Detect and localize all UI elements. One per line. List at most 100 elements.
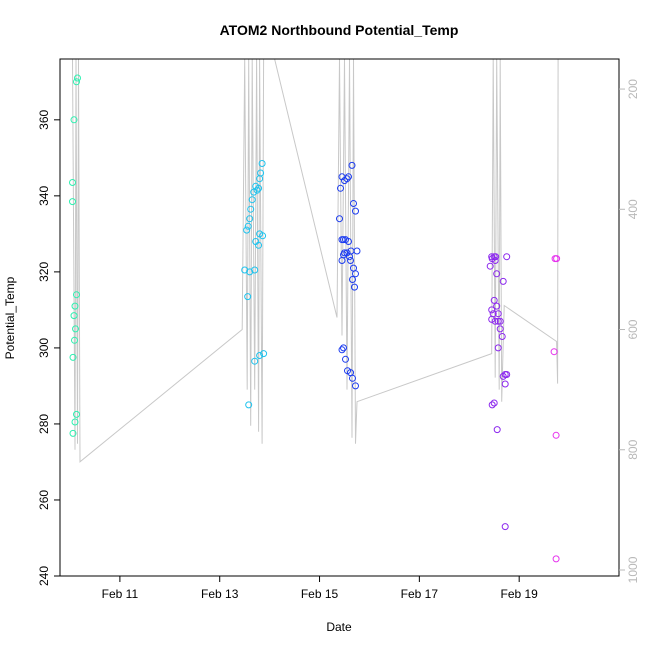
data-point (340, 344, 347, 352)
data-point (69, 179, 76, 186)
data-point (490, 296, 498, 304)
data-point (255, 184, 263, 192)
data-point (348, 161, 356, 169)
data-point (503, 371, 511, 378)
pressure-trace-line (72, 59, 559, 463)
data-point (243, 226, 251, 234)
data-point (349, 276, 356, 283)
y-tick-label: 280 (37, 414, 51, 434)
data-point (253, 186, 261, 194)
data-point (349, 374, 356, 382)
data-point (247, 205, 255, 213)
y-tick-label: 360 (37, 109, 51, 129)
data-point (73, 410, 80, 418)
data-point (550, 348, 558, 356)
right-axis-tick-label: 400 (626, 199, 640, 219)
data-point (338, 346, 346, 354)
right-axis-tick-label: 200 (626, 79, 640, 99)
pressure-trace-layer (72, 59, 559, 463)
x-tick-label: Feb 15 (301, 587, 339, 601)
chart-title: ATOM2 Northbound Potential_Temp (220, 22, 459, 38)
right-axis-tick-label: 800 (626, 439, 640, 459)
data-point (342, 355, 349, 363)
data-point (494, 317, 502, 325)
y-tick-label: 340 (37, 186, 51, 206)
data-point (248, 196, 256, 204)
data-point (337, 184, 344, 192)
data-point (258, 160, 266, 167)
x-tick-label: Feb 11 (102, 587, 139, 601)
x-axis-label: Date (326, 620, 352, 634)
data-point (552, 555, 560, 563)
data-point (491, 317, 499, 325)
data-point (352, 270, 359, 278)
data-point (256, 230, 264, 238)
data-point (69, 353, 77, 361)
data-point (72, 325, 79, 333)
data-point (71, 418, 79, 426)
right-axis-tick-label: 1000 (626, 556, 640, 583)
y-axis-label: Potential_Temp (3, 276, 17, 359)
data-point (70, 312, 78, 320)
data-point (353, 247, 361, 255)
data-point (345, 238, 352, 245)
data-point (260, 350, 268, 358)
data-point (343, 175, 351, 183)
data-point (338, 257, 346, 264)
axes-layer: Feb 11 Feb 13 Feb 15 Feb 17 Feb 19 240 260 280 3… (37, 58, 640, 601)
data-point (494, 344, 502, 352)
data-point (350, 200, 357, 207)
data-point (493, 270, 501, 278)
data-point (552, 431, 560, 439)
data-points-layer (69, 74, 561, 563)
data-point (70, 116, 78, 124)
data-point (71, 302, 79, 310)
y-tick-label: 240 (37, 566, 51, 586)
data-point (71, 336, 78, 344)
data-point (255, 241, 263, 249)
data-point (490, 399, 498, 407)
data-point (245, 401, 253, 409)
x-tick-label: Feb 13 (201, 587, 239, 601)
data-point (501, 523, 509, 531)
data-point (501, 380, 509, 388)
data-point (499, 277, 507, 285)
data-point (486, 262, 494, 270)
data-point (244, 222, 252, 230)
data-point (256, 175, 264, 183)
plot-frame (59, 58, 620, 577)
data-point (345, 173, 352, 181)
data-point (498, 333, 506, 340)
data-point (351, 283, 358, 291)
data-point (503, 253, 511, 261)
y-tick-label: 260 (37, 490, 51, 510)
x-tick-label: Feb 17 (401, 587, 439, 601)
data-point (492, 253, 500, 261)
data-point (352, 382, 359, 390)
data-point (74, 74, 81, 82)
data-point (73, 291, 80, 299)
data-point (499, 372, 507, 380)
y-tick-label: 320 (37, 262, 51, 282)
data-point (350, 264, 357, 272)
data-point (493, 426, 501, 434)
data-point (256, 352, 264, 359)
data-point (336, 215, 343, 223)
data-point (496, 325, 504, 333)
data-point (493, 302, 501, 310)
data-point (251, 266, 259, 274)
data-point (73, 78, 80, 86)
x-tick-label: Feb 19 (500, 587, 538, 601)
data-point (553, 255, 561, 263)
right-axis-tick-label: 600 (626, 319, 640, 339)
data-point (496, 317, 504, 325)
data-point (246, 215, 254, 223)
data-point (69, 198, 76, 206)
data-point (244, 293, 252, 301)
data-point (494, 310, 502, 318)
data-point (488, 315, 496, 323)
y-tick-label: 300 (37, 338, 51, 358)
data-point (69, 429, 77, 437)
data-point (488, 401, 496, 409)
